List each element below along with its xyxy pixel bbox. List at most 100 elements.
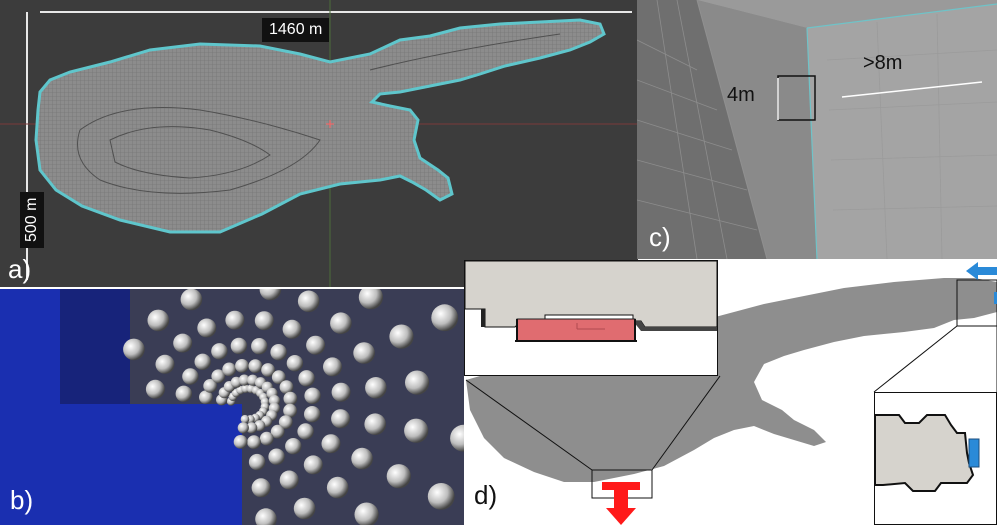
domain-render (465, 262, 997, 525)
inlet-inset (874, 392, 997, 525)
particle-sphere (203, 379, 218, 393)
wall-measure-line (841, 81, 983, 98)
particle-sphere (259, 431, 274, 446)
particle-sphere (233, 435, 248, 449)
particle-sphere (180, 289, 203, 311)
lake-mesh-plot (0, 0, 638, 287)
particle-sphere (330, 312, 352, 334)
particle-sphere (199, 390, 213, 405)
particle-sphere (364, 413, 387, 435)
particle-sphere (389, 324, 414, 349)
particle-sphere (145, 379, 165, 399)
particle-sphere (306, 335, 326, 355)
particle-sphere (404, 418, 429, 443)
particle-sphere (270, 344, 287, 361)
particle-sphere (271, 370, 286, 385)
lake-outline (34, 18, 606, 234)
mesh-closeup-render (637, 0, 997, 259)
particle-sphere (321, 434, 341, 454)
particle-sphere (197, 318, 217, 338)
particle-sphere (353, 342, 375, 364)
particle-sphere (147, 309, 170, 332)
depth-contour-2 (109, 126, 271, 179)
particle-sphere (225, 310, 245, 330)
particle-sphere (238, 374, 250, 386)
inlet-boundary-region (968, 438, 980, 468)
particle-sphere (254, 311, 274, 331)
particle-sphere (427, 483, 455, 510)
wall-height-label: >8m (863, 52, 903, 74)
particle-sphere (261, 363, 275, 377)
particle-sphere (278, 415, 293, 429)
particle-sphere (251, 338, 268, 355)
particle-sphere (279, 470, 299, 490)
panel-b-particle-view: b) (0, 289, 464, 525)
particle-sphere (194, 353, 211, 370)
particle-sphere (268, 448, 285, 465)
particle-sphere (279, 380, 294, 394)
panel-label-a: a) (8, 254, 32, 284)
height-label: 500 m (20, 191, 44, 248)
outflow-arrow-icon (602, 482, 640, 525)
particle-sphere (251, 478, 271, 498)
particle-sphere (323, 357, 342, 377)
particle-sphere (247, 435, 261, 449)
particle-sphere (259, 289, 282, 301)
particle-sphere (282, 319, 302, 339)
particle-sphere (304, 406, 321, 423)
particle-sphere (331, 382, 351, 402)
particle-sphere (230, 337, 248, 355)
particle-sphere (293, 497, 316, 520)
cell-size-label: 4m (727, 84, 755, 106)
particle-sphere (270, 424, 285, 439)
panel-label-b: b) (10, 485, 34, 515)
particle-sphere (286, 355, 304, 372)
particle-sphere (211, 343, 228, 360)
particle-sphere (450, 424, 464, 452)
width-label: 1460 m (262, 18, 330, 42)
particle-sphere (237, 422, 249, 434)
panel-label-c: c) (649, 222, 671, 252)
particle-sphere (351, 447, 373, 470)
outlet-boundary-region (516, 318, 636, 342)
particle-sphere (123, 338, 145, 361)
particle-sphere (182, 368, 199, 385)
particle-sphere (431, 304, 459, 332)
panel-d-domain: d) (464, 260, 997, 525)
particle-sphere (386, 464, 411, 489)
inflow-arrow-icon (966, 262, 997, 280)
panel-c-mesh-closeup: 4m >8m c) (637, 0, 997, 259)
particle-sphere (405, 370, 430, 395)
particle-sphere (175, 385, 192, 402)
particle-sphere (298, 370, 315, 387)
particle-sphere (173, 333, 193, 353)
outlet-inset (464, 260, 718, 376)
particle-sphere (155, 354, 175, 374)
particle-sphere (248, 359, 263, 373)
particle-render (0, 289, 464, 525)
particle-sphere (285, 438, 302, 455)
particle-sphere (304, 387, 321, 404)
particle-sphere (235, 359, 249, 373)
particle-sphere (303, 455, 323, 475)
particle-sphere (358, 289, 383, 310)
particle-sphere (211, 369, 226, 384)
panel-label-d: d) (474, 480, 498, 510)
particle-sphere (246, 422, 258, 434)
particle-sphere (255, 508, 277, 525)
particle-sphere (248, 453, 266, 471)
particle-sphere (365, 377, 387, 399)
particle-sphere (331, 409, 351, 429)
particle-sphere (222, 362, 237, 377)
particle-sphere (354, 502, 379, 525)
particle-sphere (283, 391, 298, 406)
depth-contour-3 (369, 33, 561, 71)
inlet-zoom-box (956, 279, 997, 327)
particle-sphere (297, 290, 320, 313)
panel-a-mesh-viewport: 1460 m 500 m a) (0, 0, 638, 287)
domain-shape (466, 278, 997, 482)
particle-sphere (326, 476, 349, 499)
particle-sphere (283, 403, 297, 418)
depth-contour-1 (77, 107, 321, 194)
particle-sphere (297, 423, 314, 440)
